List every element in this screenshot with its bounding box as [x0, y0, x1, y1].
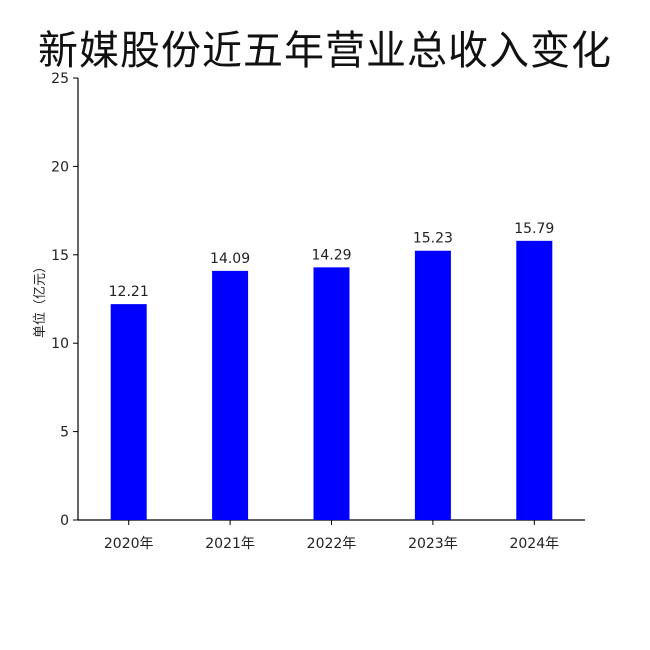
bar: [313, 267, 350, 520]
x-axis: 2020年 2021年 2022年 2023年 2024年: [78, 519, 585, 552]
y-tick-label: 25: [51, 71, 69, 87]
bar: [414, 250, 451, 521]
y-tick-label: 0: [60, 513, 69, 529]
bars-group: [110, 240, 553, 521]
bar: [516, 240, 553, 520]
data-label: 15.79: [514, 221, 554, 237]
value-labels-group: 12.21 14.09 14.29 15.23 15.79: [109, 221, 555, 300]
data-label: 14.29: [311, 247, 351, 263]
y-tick-label: 20: [51, 159, 69, 175]
x-tick-label: 2024年: [509, 536, 559, 552]
data-label: 15.23: [413, 231, 453, 247]
y-tick-label: 10: [51, 336, 69, 352]
x-tick-label: 2023年: [408, 536, 458, 552]
bar: [110, 304, 147, 520]
x-tick-label: 2020年: [104, 536, 154, 552]
chart-title: 新媒股份近五年营业总收入变化: [38, 28, 612, 74]
x-tick-label: 2021年: [205, 536, 255, 552]
y-axis: 0 5 10 15 20 25: [51, 71, 79, 529]
y-axis-title: 单位（亿元）: [33, 260, 48, 338]
x-tick-label: 2022年: [307, 536, 357, 552]
y-tick-label: 15: [51, 248, 69, 264]
bar: [212, 270, 249, 520]
data-label: 14.09: [210, 251, 250, 267]
data-label: 12.21: [109, 284, 149, 300]
y-tick-label: 5: [60, 425, 69, 441]
